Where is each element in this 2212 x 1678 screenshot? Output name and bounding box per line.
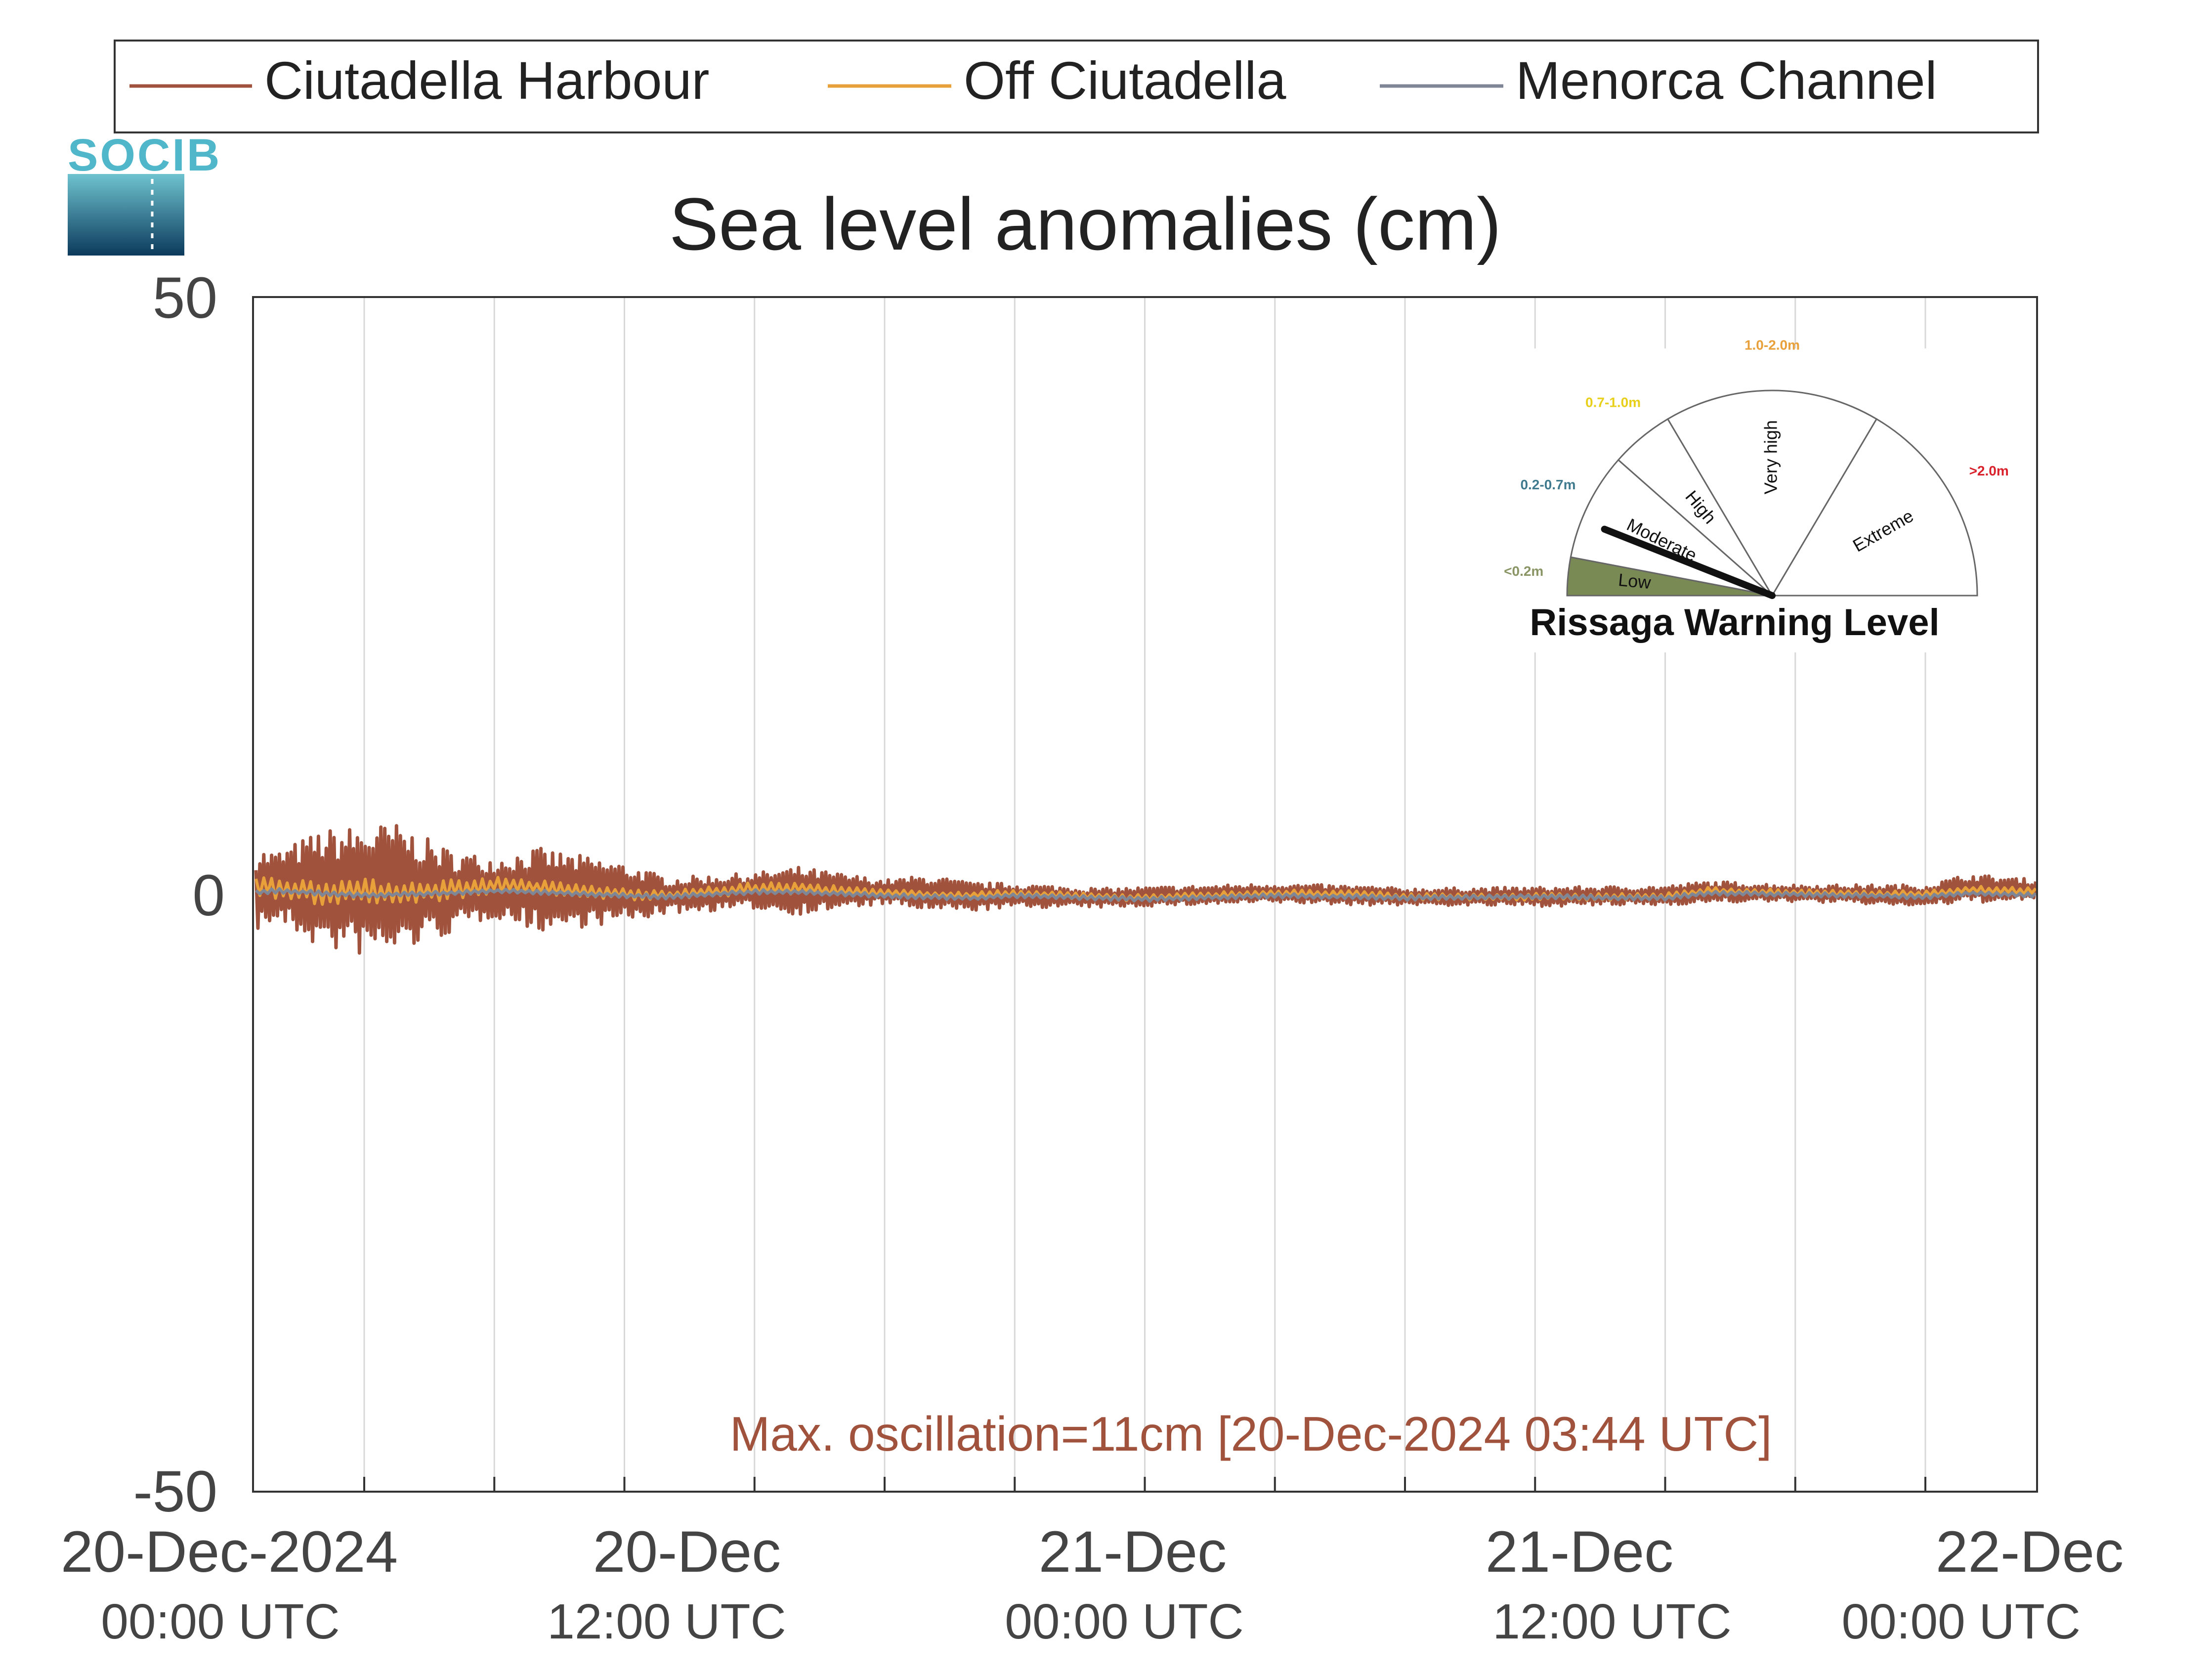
series-line-menorca-channel [255,887,2037,903]
x-tick-label-date: 21-Dec [1486,1519,1673,1585]
legend-label-menorca-channel: Menorca Channel [1516,50,1937,110]
gauge-range-label: 0.7-1.0m [1585,394,1641,410]
gauge-title: Rissaga Warning Level [1530,602,1939,644]
gauge-sector-very-high [1666,389,1878,597]
y-tick-label-top: 50 [153,265,217,331]
x-tick-label-date: 22-Dec [1936,1519,2124,1585]
legend-label-ciutadella-harbour: Ciutadella Harbour [264,50,710,110]
socib-logo: SOCIB [68,130,221,256]
series-layer [254,824,2038,955]
y-tick-label-zero: 0 [192,863,225,928]
logo-wave-block [68,174,184,256]
x-tick-label-time: 12:00 UTC [1492,1594,1732,1649]
max-oscillation-annotation: Max. oscillation=11cm [20-Dec-2024 03:44… [730,1407,1772,1461]
x-tick-label-time: 12:00 UTC [547,1594,786,1649]
x-tick-label-date: 20-Dec-2024 [61,1519,398,1585]
gauge-sectors [1566,389,1978,597]
gauge-range-label: 0.2-0.7m [1520,477,1575,492]
legend: Ciutadella Harbour Off Ciutadella Menorc… [114,40,2039,133]
x-tick-label-time: 00:00 UTC [101,1594,340,1649]
x-tick-label-date: 20-Dec [593,1519,781,1585]
chart-title: Sea level anomalies (cm) [669,182,1501,265]
x-tick-marks [363,1477,1926,1492]
legend-frame [114,40,2039,133]
gauge-sector-extreme [1771,418,1978,597]
legend-label-off-ciutadella: Off Ciutadella [964,50,1286,110]
series-line-off-ciutadella [255,876,2037,906]
gauge-range-label: <0.2m [1504,563,1543,579]
x-tick-label-date: 21-Dec [1039,1519,1227,1585]
gauge-level-label: Very high [1761,420,1781,494]
y-tick-label-bottom: -50 [133,1459,217,1524]
gauge-level-label: Low [1617,569,1653,593]
gauge-needle [1601,525,1776,599]
rissaga-warning-gauge: Low<0.2mModerate0.2-0.7mHigh0.7-1.0mVery… [1495,337,2011,652]
x-tick-labels: 20-Dec-2024 00:00 UTC 20-Dec 12:00 UTC 2… [61,1519,2124,1649]
logo-text: SOCIB [68,130,221,180]
gauge-range-label: >2.0m [1969,463,2009,478]
gauge-sector-moderate [1570,459,1775,597]
x-tick-label-time: 00:00 UTC [1841,1594,2081,1649]
series-line-ciutadella-harbour [254,824,2038,955]
x-tick-label-time: 00:00 UTC [1005,1594,1244,1649]
gauge-range-label: 1.0-2.0m [1744,337,1800,352]
